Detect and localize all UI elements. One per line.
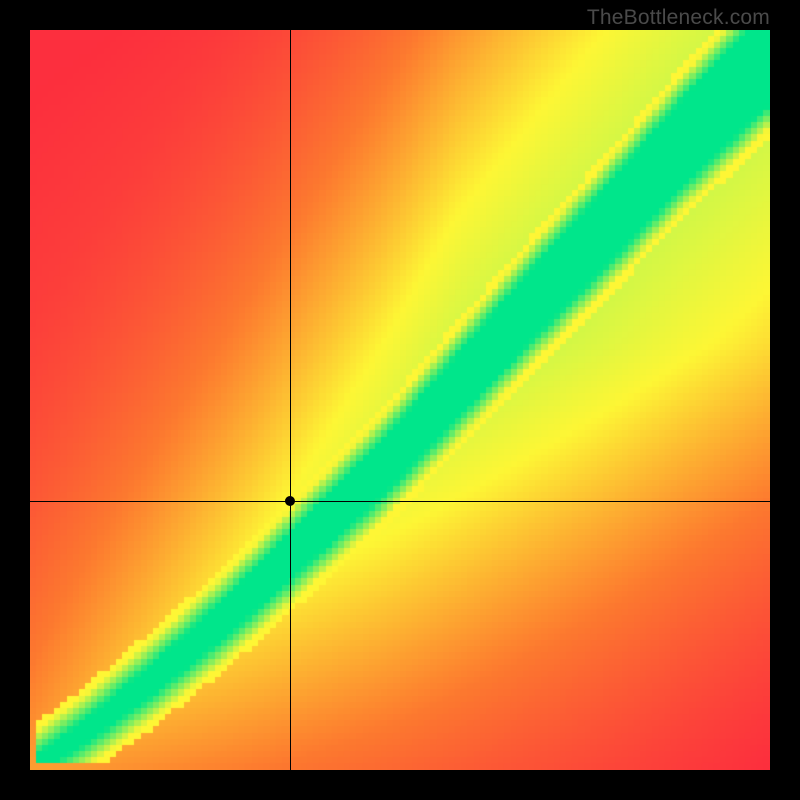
crosshair-horizontal	[30, 501, 770, 502]
heatmap-canvas	[30, 30, 770, 770]
watermark-text: TheBottleneck.com	[587, 6, 770, 30]
plot-area	[30, 30, 770, 770]
chart-container: TheBottleneck.com	[0, 0, 800, 800]
crosshair-vertical	[290, 30, 291, 770]
crosshair-marker	[285, 496, 295, 506]
